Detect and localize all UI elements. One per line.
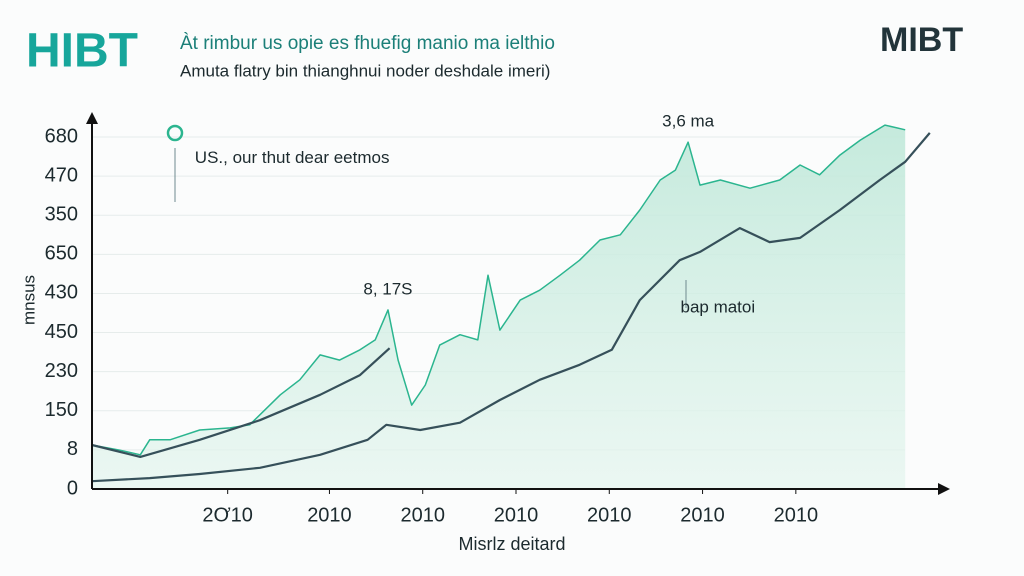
- line: [91, 132, 931, 483]
- x-axis-arrow: [938, 483, 950, 495]
- y-tick-label: 150: [45, 399, 78, 421]
- annotation: 8, 17S: [363, 279, 412, 298]
- x-tick-label: 2010: [400, 504, 445, 526]
- y-axis-label: mnsus: [19, 275, 38, 325]
- annotation: US., our thut dear eetmos: [195, 148, 390, 167]
- y-tick-label: 350: [45, 204, 78, 226]
- y-tick-label: 450: [45, 321, 78, 343]
- x-tick-label: 2010: [494, 504, 539, 526]
- line: [91, 347, 391, 458]
- y-tick-label: 650: [45, 243, 78, 265]
- annotation: 3,6 ma: [662, 112, 715, 131]
- x-tick-label: 2010: [774, 504, 819, 526]
- x-tick-label: 2010: [307, 504, 352, 526]
- subtitle: Àt rimbur us opie es fhuefig manio ma ie…: [180, 33, 555, 54]
- area: [92, 125, 906, 489]
- y-tick-label: 8: [67, 438, 78, 460]
- y-tick-label: 0: [67, 477, 78, 499]
- y-axis-arrow: [86, 112, 98, 124]
- y-tick-label: 680: [45, 125, 78, 147]
- y-tick-label: 230: [45, 360, 78, 382]
- chart-title: HIBT: [26, 25, 138, 78]
- logo: MIBT: [880, 21, 963, 59]
- x-tick-label: 2010: [587, 504, 632, 526]
- x-tick-label: 2010: [680, 504, 725, 526]
- subtitle: Amuta flatry bin thianghnui noder deshda…: [180, 61, 550, 80]
- y-tick-label: 470: [45, 164, 78, 186]
- x-axis-label: Misrlz deitard: [458, 534, 565, 554]
- x-tick-label: 2Ơ10: [202, 504, 253, 526]
- y-tick-label: 430: [45, 282, 78, 304]
- annotation: bap matoi: [680, 297, 755, 316]
- icon: [166, 124, 184, 142]
